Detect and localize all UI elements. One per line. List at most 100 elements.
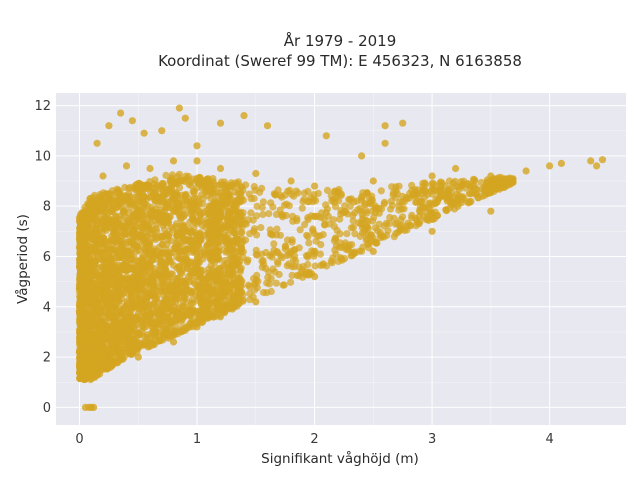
scatter-point <box>198 266 206 274</box>
scatter-point <box>168 196 176 204</box>
scatter-point <box>174 242 182 250</box>
scatter-point <box>343 230 351 238</box>
scatter-point <box>173 294 181 302</box>
scatter-point <box>309 225 317 233</box>
scatter-point <box>278 211 286 219</box>
scatter-point <box>158 127 166 135</box>
scatter-point <box>132 248 140 256</box>
scatter-point <box>98 339 106 347</box>
scatter-point <box>438 187 446 195</box>
scatter-point <box>143 293 152 301</box>
scatter-point <box>175 327 183 335</box>
scatter-point <box>216 119 225 127</box>
scatter-point <box>92 244 100 252</box>
scatter-point <box>305 239 313 247</box>
scatter-point <box>403 222 411 230</box>
scatter-point <box>141 184 150 192</box>
scatter-point <box>371 224 379 232</box>
scatter-point <box>117 109 125 117</box>
scatter-point <box>134 217 142 225</box>
scatter-point <box>225 283 233 291</box>
scatter-point <box>322 132 330 140</box>
scatter-point <box>109 198 118 206</box>
scatter-point <box>105 122 113 130</box>
scatter-point <box>106 345 114 353</box>
scatter-point <box>250 183 258 191</box>
scatter-point <box>359 189 367 197</box>
scatter-point <box>204 309 212 317</box>
scatter-point <box>235 300 243 308</box>
scatter-point <box>85 245 93 253</box>
scatter-point <box>150 285 158 293</box>
scatter-point <box>111 358 119 366</box>
scatter-point <box>382 219 390 227</box>
scatter-point <box>330 222 338 231</box>
scatter-point <box>251 280 259 288</box>
scatter-point <box>506 174 514 182</box>
scatter-point <box>81 330 89 338</box>
scatter-point <box>494 184 502 192</box>
scatter-point <box>153 247 161 255</box>
scatter-point <box>171 316 180 324</box>
scatter-point <box>199 195 207 203</box>
scatter-point <box>139 316 147 324</box>
scatter-point <box>76 260 84 268</box>
scatter-point <box>237 245 245 253</box>
scatter-point <box>194 309 202 317</box>
scatter-point <box>210 259 219 267</box>
scatter-point <box>81 366 89 374</box>
scatter-point <box>212 224 220 232</box>
scatter-point <box>465 189 473 197</box>
scatter-point <box>240 112 248 120</box>
scatter-point <box>281 245 289 253</box>
scatter-point <box>101 322 109 330</box>
scatter-point <box>142 287 150 295</box>
scatter-point <box>216 164 225 173</box>
scatter-point <box>108 340 116 348</box>
scatter-point <box>133 291 141 300</box>
scatter-point <box>213 290 221 298</box>
scatter-point <box>95 197 103 205</box>
scatter-point <box>229 237 237 245</box>
scatter-point <box>419 202 427 210</box>
scatter-point <box>85 232 93 240</box>
scatter-point <box>231 247 239 255</box>
scatter-point <box>137 263 145 271</box>
scatter-point <box>213 298 222 306</box>
scatter-point <box>443 194 451 202</box>
scatter-point <box>207 208 215 216</box>
scatter-point <box>219 205 227 213</box>
scatter-point <box>93 251 101 259</box>
scatter-point <box>424 203 432 211</box>
scatter-point <box>115 298 123 306</box>
scatter-point <box>76 326 84 334</box>
scatter-point <box>193 273 201 281</box>
scatter-point <box>167 305 175 313</box>
scatter-point <box>347 224 355 232</box>
scatter-point <box>198 209 206 218</box>
x-tick-label: 4 <box>545 432 553 447</box>
scatter-point <box>128 278 136 286</box>
scatter-point <box>557 159 566 167</box>
scatter-point <box>137 341 145 349</box>
scatter-point <box>157 213 165 221</box>
scatter-point <box>175 263 183 271</box>
scatter-point <box>358 152 366 160</box>
scatter-point <box>336 230 344 238</box>
scatter-point <box>182 277 190 285</box>
scatter-point <box>97 347 106 355</box>
scatter-point <box>356 204 364 212</box>
scatter-point <box>399 213 407 221</box>
scatter-point <box>259 260 268 268</box>
scatter-point <box>163 201 171 209</box>
scatter-point <box>337 207 345 215</box>
scatter-point <box>466 198 474 206</box>
scatter-point <box>285 260 293 268</box>
scatter-point <box>234 198 242 207</box>
scatter-point <box>148 309 156 317</box>
scatter-point <box>129 255 137 264</box>
scatter-point <box>349 211 357 220</box>
scatter-point <box>223 197 231 205</box>
scatter-point <box>87 342 95 350</box>
scatter-point <box>168 171 176 179</box>
